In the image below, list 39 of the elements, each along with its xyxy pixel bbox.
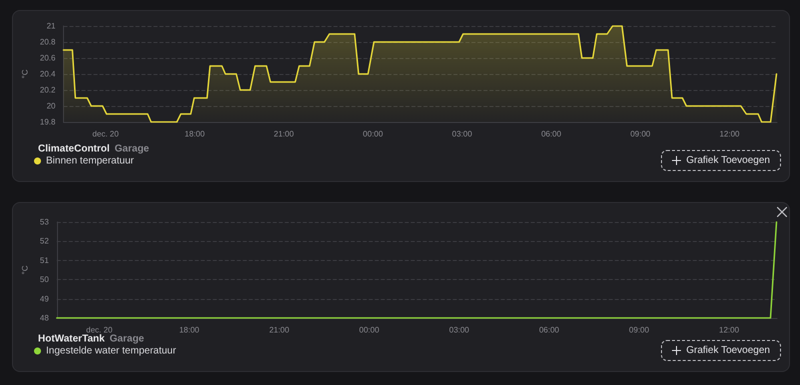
x-tick-label: 09:00	[630, 130, 651, 138]
x-tick-label: 03:00	[452, 130, 473, 138]
x-tick-label: 06:00	[539, 326, 560, 334]
x-tick-label: dec. 20	[92, 130, 120, 138]
legend-label: Binnen temperatuur	[46, 156, 134, 166]
y-tick-label: 51	[40, 256, 50, 265]
y-tick-label: 48	[40, 314, 50, 322]
x-tick-label: 12:00	[719, 326, 740, 334]
text: Garage	[114, 144, 150, 154]
x-tick-label: dec. 20	[86, 326, 113, 334]
x-tick-label: 18:00	[179, 326, 200, 334]
y-tick-label: 19.8	[40, 118, 56, 126]
y-tick-label: 20.6	[40, 54, 56, 62]
y-tick-label: 20.8	[40, 38, 56, 46]
x-tick-label: 18:00	[184, 130, 206, 138]
text: ClimateControl	[38, 144, 110, 154]
y-tick-label: 20	[46, 102, 56, 110]
legend-label: Ingestelde water temperatuur	[46, 346, 177, 356]
x-tick-label: 03:00	[449, 326, 470, 334]
x-tick-label: 21:00	[269, 326, 290, 334]
y-tick-label: 49	[40, 294, 50, 304]
x-tick-label: 21:00	[274, 130, 294, 138]
x-tick-label: 12:00	[719, 130, 740, 138]
x-tick-label: 06:00	[541, 130, 562, 138]
y-tick-label: 53	[40, 218, 50, 226]
y-tick-label: 50	[40, 275, 50, 284]
text: Grafiek Toevoegen	[686, 345, 770, 356]
x-tick-label: 00:00	[362, 130, 384, 138]
y-tick-label: 20.4	[40, 70, 56, 78]
x-tick-label: 09:00	[629, 326, 650, 334]
y-tick-label: 21	[46, 22, 56, 30]
text: Grafiek Toevoegen	[686, 155, 770, 166]
x-tick-label: 00:00	[359, 326, 380, 334]
text: Garage	[110, 334, 145, 344]
y-axis-title: °C	[20, 69, 30, 78]
y-tick-label: 52	[40, 236, 50, 246]
text: HotWaterTank	[38, 334, 106, 344]
y-tick-label: 20.2	[40, 86, 56, 94]
y-axis-title: °C	[20, 265, 30, 274]
